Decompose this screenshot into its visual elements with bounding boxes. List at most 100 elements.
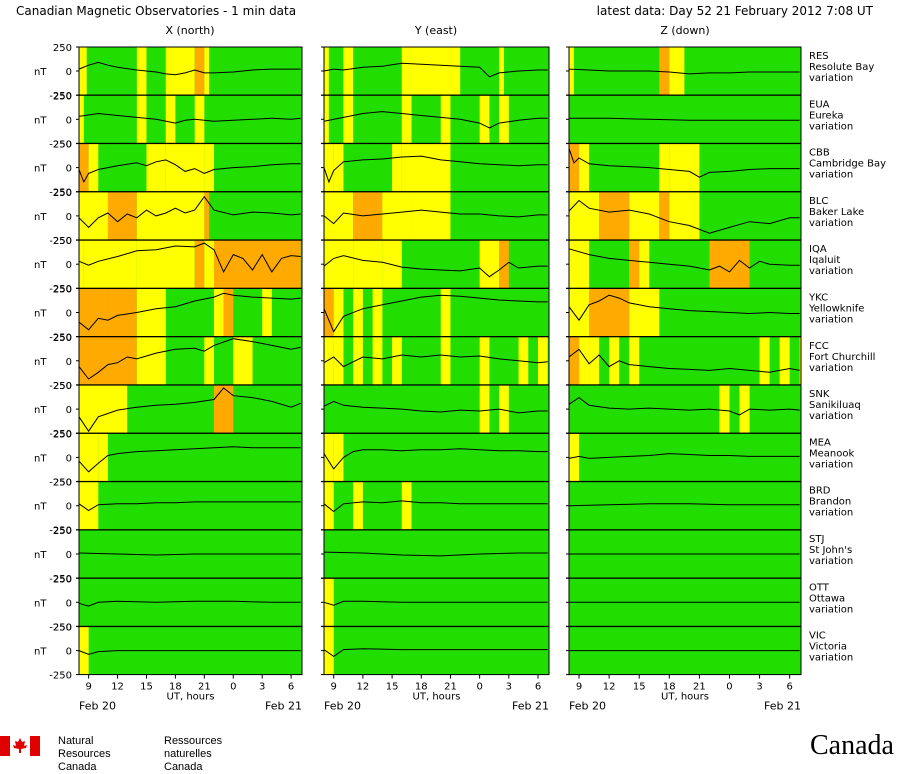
y-unit-vic: nT bbox=[34, 647, 47, 658]
activity-band-ykc-x-5 bbox=[223, 288, 234, 337]
trace-mea-z bbox=[568, 453, 800, 459]
y-label-zero-ott: 0 bbox=[66, 598, 72, 609]
activity-band-res-y-2 bbox=[401, 47, 461, 95]
trace-blc-z bbox=[568, 199, 800, 234]
y-label-zero-mea: 0 bbox=[66, 453, 72, 464]
activity-band-iqa-x-0 bbox=[79, 240, 84, 289]
y-label-top-iqa: 250 bbox=[53, 236, 72, 247]
activity-band-ykc-z-2 bbox=[629, 288, 660, 337]
activity-band-iqa-x-5 bbox=[213, 240, 301, 289]
y-label-zero-ykc: 0 bbox=[66, 309, 72, 320]
station-label-mea: variation bbox=[809, 459, 853, 470]
activity-band-fcc-y-2 bbox=[353, 336, 363, 385]
y-label-top-snk: 250 bbox=[53, 381, 72, 392]
activity-band-brd-x-0 bbox=[79, 481, 99, 530]
trace-snk-z bbox=[568, 396, 800, 416]
station-code-mea: MEA bbox=[809, 437, 831, 448]
activity-band-blc-z-4 bbox=[669, 191, 700, 240]
station-code-res: RES bbox=[809, 51, 829, 62]
panel-bg-eua-y bbox=[324, 95, 549, 144]
y-unit-cbb: nT bbox=[34, 164, 47, 175]
y-label-top-eua: 250 bbox=[53, 91, 72, 102]
activity-band-fcc-z-0 bbox=[569, 336, 580, 385]
activity-band-iqa-z-2 bbox=[639, 240, 650, 289]
y-unit-iqa: nT bbox=[34, 260, 47, 271]
activity-band-fcc-y-4 bbox=[392, 336, 402, 385]
trace-brd-x bbox=[78, 501, 301, 512]
y-label-bottom-brd: -250 bbox=[49, 526, 72, 537]
trace-eua-z bbox=[569, 117, 800, 121]
activity-band-res-x-4 bbox=[204, 47, 210, 95]
activity-band-fcc-z-5 bbox=[759, 336, 770, 385]
station-label-ykc: variation bbox=[809, 315, 853, 326]
y-label-zero-stj: 0 bbox=[66, 550, 72, 561]
activity-band-snk-x-0 bbox=[79, 385, 128, 434]
activity-band-cbb-z-2 bbox=[659, 143, 670, 192]
y-label-zero-eua: 0 bbox=[66, 115, 72, 126]
activity-band-iqa-x-1 bbox=[83, 240, 137, 289]
y-label-top-res: 250 bbox=[53, 43, 72, 54]
date-end-1: Feb 21 bbox=[512, 700, 549, 713]
activity-band-res-z-0 bbox=[569, 47, 575, 95]
y-label-top-stj: 250 bbox=[53, 526, 72, 537]
activity-band-fcc-z-7 bbox=[799, 336, 801, 385]
activity-band-iqa-y-0 bbox=[324, 240, 354, 289]
x-axis-title-1: UT, hours bbox=[413, 692, 461, 703]
x-tick-label-1-4: 21 bbox=[444, 682, 457, 693]
activity-band-iqa-y-1 bbox=[353, 240, 383, 289]
activity-band-fcc-y-5 bbox=[440, 336, 451, 385]
trace-ott-y bbox=[323, 600, 548, 606]
y-label-top-cbb: 250 bbox=[53, 140, 72, 151]
activity-band-fcc-z-1 bbox=[579, 336, 590, 385]
activity-band-blc-x-2 bbox=[136, 191, 205, 240]
activity-band-ykc-x-4 bbox=[213, 288, 224, 337]
x-tick-label-0-2: 15 bbox=[140, 682, 153, 693]
activity-band-ykc-y-1 bbox=[333, 288, 344, 337]
activity-band-res-z-1 bbox=[659, 47, 670, 95]
x-axis-title-0: UT, hours bbox=[167, 692, 215, 703]
y-label-zero-cbb: 0 bbox=[66, 164, 72, 175]
activity-band-cbb-z-3 bbox=[669, 143, 700, 192]
footer-en-line1: Natural Resources bbox=[58, 735, 111, 760]
y-label-zero-iqa: 0 bbox=[66, 260, 72, 271]
activity-band-iqa-x-4 bbox=[204, 240, 214, 289]
station-code-iqa: IQA bbox=[809, 244, 827, 255]
activity-band-eua-y-4 bbox=[479, 95, 490, 144]
panel-bg-brd-x bbox=[79, 481, 302, 530]
panel-bg-mea-x bbox=[79, 433, 302, 482]
activity-band-iqa-z-1 bbox=[629, 240, 640, 289]
x-tick-label-2-6: 3 bbox=[756, 682, 762, 693]
y-label-bottom-res: -250 bbox=[49, 91, 72, 102]
y-unit-snk: nT bbox=[34, 405, 47, 416]
magnetometer-chart: Canadian Magnetic Observatories - 1 min … bbox=[16, 4, 886, 713]
activity-band-mea-x-1 bbox=[98, 433, 108, 482]
activity-band-ykc-x-2 bbox=[136, 288, 147, 337]
y-label-bottom-snk: -250 bbox=[49, 429, 72, 440]
trace-iqa-y bbox=[323, 255, 548, 278]
station-code-fcc: FCC bbox=[809, 341, 829, 352]
column-header-1: Y (east) bbox=[414, 24, 457, 37]
trace-stj-x bbox=[78, 552, 301, 556]
station-name-cbb: Cambridge Bay bbox=[809, 159, 886, 170]
activity-band-res-z-2 bbox=[669, 47, 685, 95]
activity-band-blc-x-0 bbox=[79, 191, 108, 240]
y-unit-brd: nT bbox=[34, 502, 47, 513]
trace-res-y bbox=[323, 62, 548, 78]
y-label-bottom-mea: -250 bbox=[49, 477, 72, 488]
activity-band-eua-x-0 bbox=[79, 95, 84, 144]
trace-snk-y bbox=[323, 400, 548, 414]
activity-band-blc-y-2 bbox=[382, 191, 412, 240]
activity-band-blc-y-3 bbox=[411, 191, 451, 240]
activity-band-cbb-y-2 bbox=[392, 143, 402, 192]
trace-brd-z bbox=[568, 503, 800, 507]
activity-band-mea-x-0 bbox=[79, 433, 99, 482]
station-label-blc: variation bbox=[809, 218, 853, 229]
y-label-top-vic: 250 bbox=[53, 623, 72, 634]
activity-band-vic-y-0 bbox=[324, 626, 334, 675]
activity-band-fcc-x-2 bbox=[204, 336, 214, 385]
activity-band-iqa-x-3 bbox=[194, 240, 205, 289]
trace-blc-y bbox=[323, 209, 548, 225]
x-tick-label-1-0: 9 bbox=[331, 682, 337, 693]
station-name-iqa: Iqaluit bbox=[809, 255, 840, 266]
trace-stj-y bbox=[323, 551, 548, 557]
